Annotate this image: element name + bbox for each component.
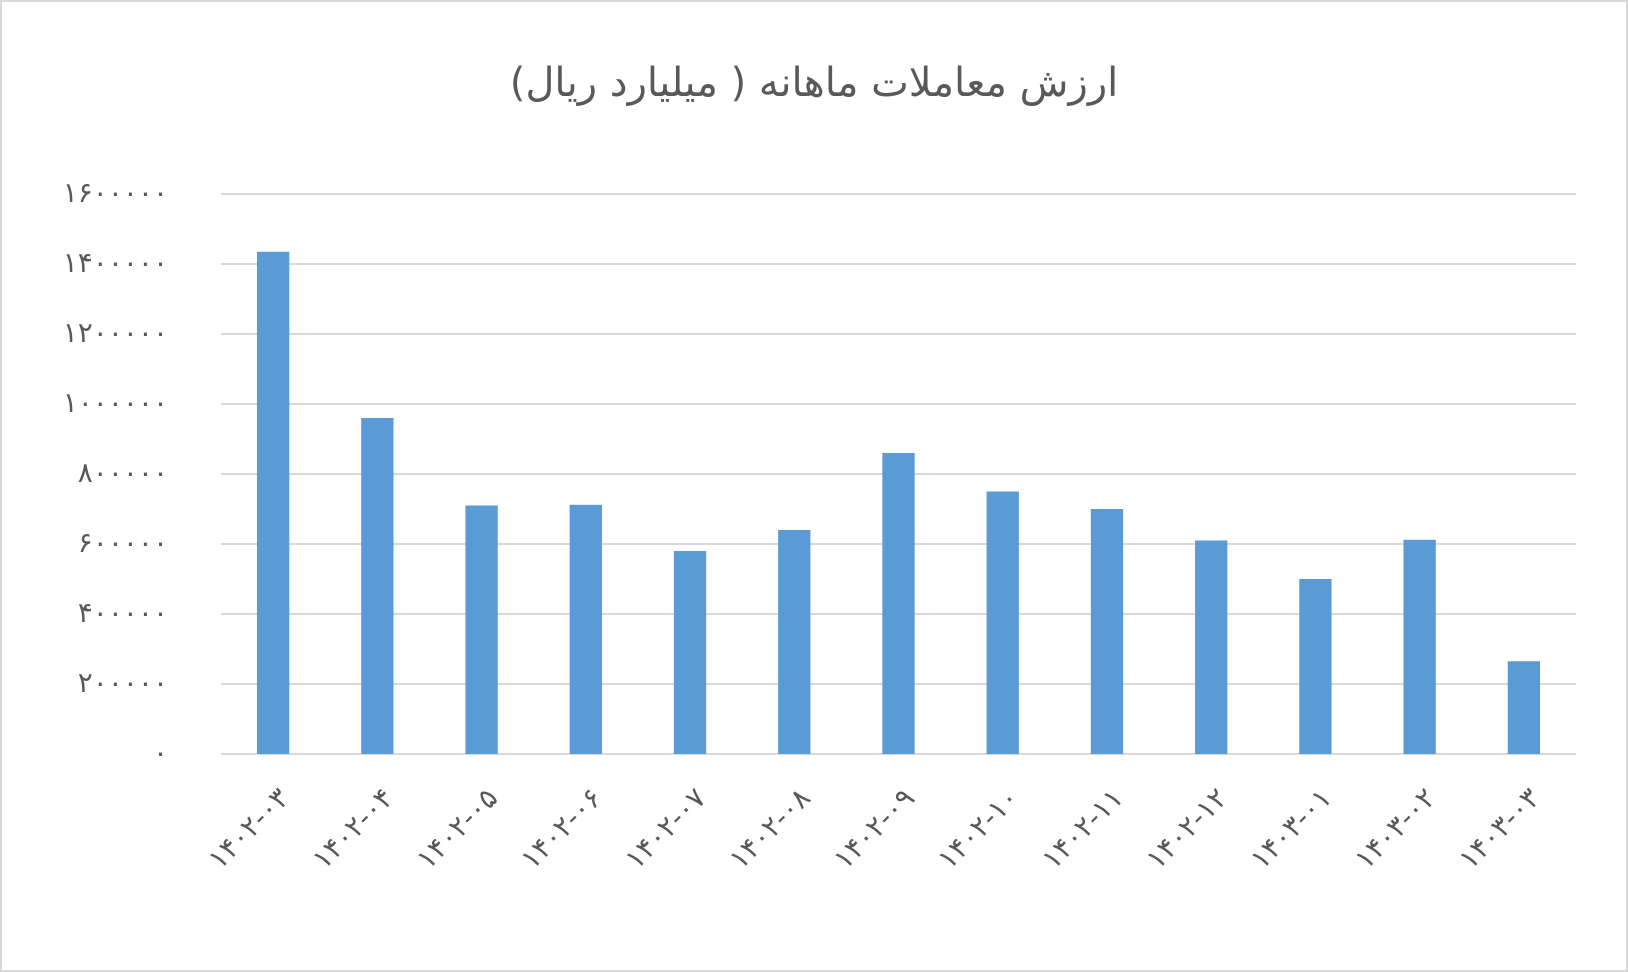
y-tick-label: ۱۶۰۰۰۰۰ xyxy=(63,176,168,209)
bar xyxy=(986,491,1019,754)
y-tick-label: ۱۰۰۰۰۰۰ xyxy=(63,386,168,419)
chart-title: ارزش معاملات ماهانه ( میلیارد ریال) xyxy=(510,60,1119,106)
y-tick-label: ۴۰۰۰۰۰ xyxy=(78,596,168,629)
y-tick-label: ۶۰۰۰۰۰ xyxy=(78,526,168,559)
bar xyxy=(778,530,811,754)
y-tick-label: ۰ xyxy=(153,736,168,769)
bar xyxy=(569,504,602,754)
bar xyxy=(1195,540,1228,754)
bar xyxy=(361,418,394,754)
y-tick-label: ۸۰۰۰۰۰ xyxy=(78,456,168,489)
bar xyxy=(1403,539,1436,754)
bar xyxy=(1090,509,1124,754)
bar xyxy=(673,551,707,754)
y-tick-label: ۱۲۰۰۰۰۰ xyxy=(63,316,168,349)
bar xyxy=(465,505,498,754)
bar xyxy=(882,453,915,754)
y-tick-label: ۲۰۰۰۰۰ xyxy=(78,666,168,699)
y-tick-label: ۱۴۰۰۰۰۰ xyxy=(63,246,168,279)
bar xyxy=(256,251,290,754)
bar xyxy=(1507,661,1541,754)
bar xyxy=(1299,579,1332,754)
